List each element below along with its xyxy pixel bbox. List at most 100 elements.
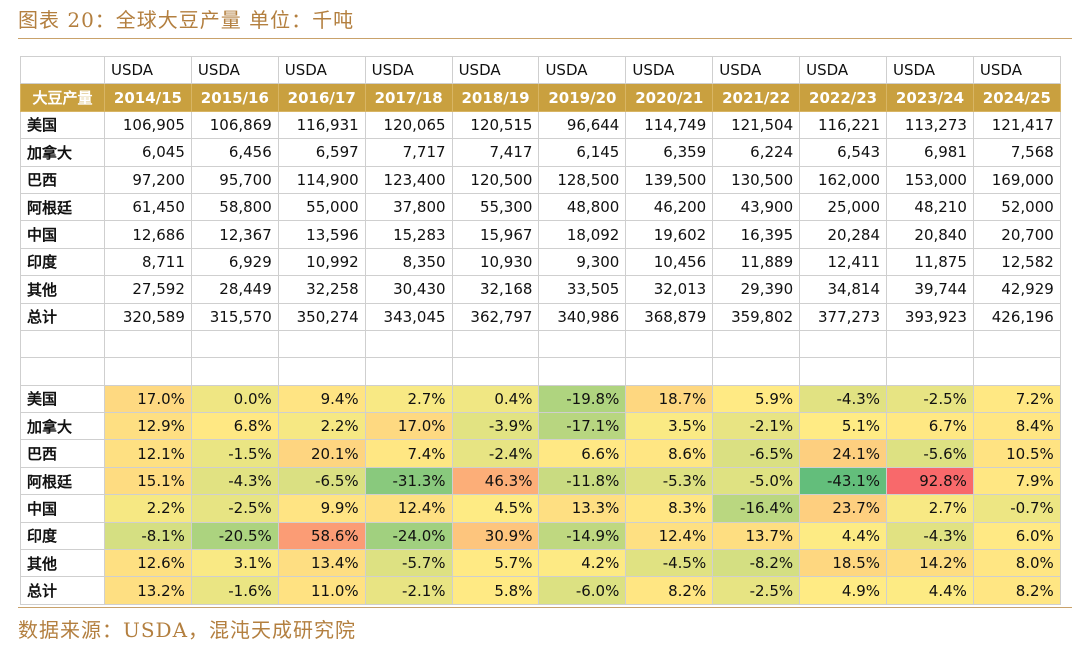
value-cell: 7,417	[451, 138, 540, 167]
spacer-row	[20, 329, 1061, 359]
row-label: 加拿大	[20, 412, 105, 441]
change-cell: 46.3%	[451, 466, 540, 496]
value-cell: 6,456	[190, 138, 279, 167]
empty-cell	[104, 329, 192, 359]
value-cell: 6,359	[625, 138, 714, 167]
value-cell: 97,200	[104, 165, 192, 194]
header-row: 大豆产量 2014/15 2015/16 2016/17 2017/18 2018/19 2…	[20, 83, 1061, 112]
value-cell: 61,450	[104, 192, 192, 222]
empty-cell	[364, 329, 453, 359]
table-row: 印度 8,711 6,929 10,992 8,350 10,930 9,300 10,456…	[20, 247, 1061, 277]
value-cell: 120,515	[451, 110, 540, 140]
change-cell: 5.9%	[712, 384, 801, 414]
value-cell: 350,274	[277, 302, 366, 331]
value-cell: 55,000	[277, 192, 366, 222]
change-cell: 12.1%	[104, 439, 192, 468]
empty-cell	[538, 357, 627, 386]
value-cell: 120,500	[451, 165, 540, 194]
change-cell: 6.6%	[538, 439, 627, 468]
change-cell: -5.7%	[364, 549, 453, 578]
change-cell: 12.4%	[364, 494, 453, 523]
change-row: 总计 13.2% -1.6% 11.0% -2.1% 5.8% -6.0% 8.2% -2.5%…	[20, 576, 1061, 605]
change-row: 中国 2.2% -2.5% 9.9% 12.4% 4.5% 13.3% 8.3% -16.4% 2…	[20, 494, 1061, 523]
value-cell: 11,889	[712, 247, 801, 277]
change-cell: 24.1%	[799, 439, 888, 468]
change-cell: -1.5%	[190, 439, 279, 468]
value-cell: 10,930	[451, 247, 540, 277]
change-cell: 17.0%	[364, 412, 453, 441]
column-header: 2014/15	[104, 83, 192, 112]
value-cell: 33,505	[538, 275, 627, 304]
empty-cell	[712, 357, 801, 386]
row-label: 其他	[20, 275, 105, 304]
change-cell: 9.4%	[277, 384, 366, 414]
change-cell: -4.3%	[799, 384, 888, 414]
change-cell: -2.5%	[886, 384, 974, 414]
source-label: USDA	[190, 55, 279, 85]
value-cell: 43,900	[712, 192, 801, 222]
value-cell: 9,300	[538, 247, 627, 277]
empty-cell	[277, 329, 366, 359]
column-header: 2019/20	[538, 83, 627, 112]
value-cell: 20,840	[886, 220, 974, 249]
change-cell: -6.5%	[277, 466, 366, 496]
value-cell: 116,931	[277, 110, 366, 140]
change-cell: 6.8%	[190, 412, 279, 441]
value-cell: 12,411	[799, 247, 888, 277]
change-cell: 8.3%	[625, 494, 714, 523]
value-cell: 15,283	[364, 220, 453, 249]
source-label: USDA	[364, 55, 453, 85]
change-cell: 10.5%	[972, 439, 1061, 468]
value-cell: 6,145	[538, 138, 627, 167]
value-cell: 11,875	[886, 247, 974, 277]
value-cell: 340,986	[538, 302, 627, 331]
change-cell: -24.0%	[364, 521, 453, 551]
value-cell: 116,221	[799, 110, 888, 140]
empty-cell	[972, 329, 1061, 359]
row-label: 印度	[20, 521, 105, 551]
value-cell: 359,802	[712, 302, 801, 331]
change-cell: 2.2%	[277, 412, 366, 441]
source-label: USDA	[886, 55, 974, 85]
change-cell: -2.4%	[451, 439, 540, 468]
row-label: 总计	[20, 576, 105, 605]
value-cell: 55,300	[451, 192, 540, 222]
source-divider	[18, 607, 1072, 608]
change-cell: -5.3%	[625, 466, 714, 496]
change-cell: 58.6%	[277, 521, 366, 551]
value-cell: 169,000	[972, 165, 1061, 194]
value-cell: 48,800	[538, 192, 627, 222]
change-cell: -5.6%	[886, 439, 974, 468]
change-cell: 8.0%	[972, 549, 1061, 578]
change-cell: -4.3%	[190, 466, 279, 496]
change-cell: -5.0%	[712, 466, 801, 496]
value-cell: 10,992	[277, 247, 366, 277]
change-cell: 20.1%	[277, 439, 366, 468]
column-header: 2015/16	[190, 83, 279, 112]
empty-cell	[712, 329, 801, 359]
empty-cell	[799, 357, 888, 386]
value-cell: 27,592	[104, 275, 192, 304]
value-cell: 8,350	[364, 247, 453, 277]
value-cell: 46,200	[625, 192, 714, 222]
source-label: USDA	[799, 55, 888, 85]
value-cell: 162,000	[799, 165, 888, 194]
value-cell: 123,400	[364, 165, 453, 194]
change-cell: 4.2%	[538, 549, 627, 578]
value-cell: 48,210	[886, 192, 974, 222]
change-cell: 7.2%	[972, 384, 1061, 414]
column-header: 2020/21	[625, 83, 714, 112]
value-cell: 153,000	[886, 165, 974, 194]
change-cell: 13.4%	[277, 549, 366, 578]
value-cell: 30,430	[364, 275, 453, 304]
row-label: 中国	[20, 494, 105, 523]
row-label: 总计	[20, 302, 105, 331]
change-cell: 17.0%	[104, 384, 192, 414]
change-cell: 7.9%	[972, 466, 1061, 496]
change-cell: -4.5%	[625, 549, 714, 578]
change-cell: 2.7%	[364, 384, 453, 414]
change-cell: 5.1%	[799, 412, 888, 441]
change-cell: -0.7%	[972, 494, 1061, 523]
table-row: 其他 27,592 28,449 32,258 30,430 32,168 33,505 32…	[20, 275, 1061, 304]
value-cell: 8,711	[104, 247, 192, 277]
